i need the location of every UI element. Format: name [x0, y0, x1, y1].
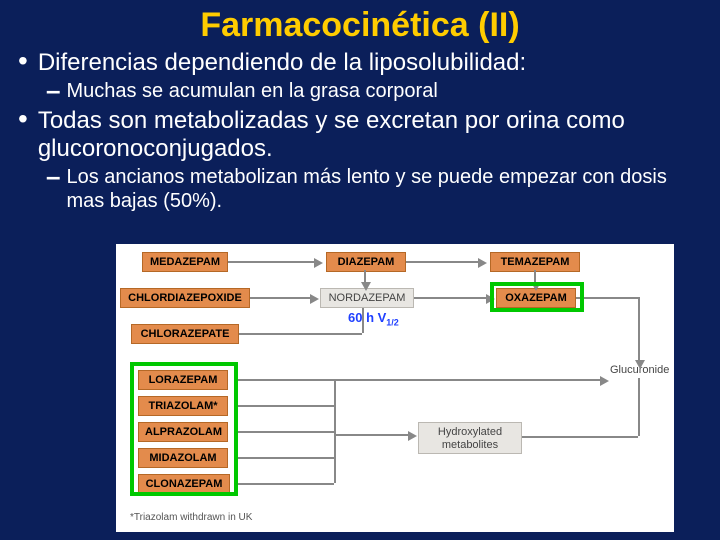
- node-metabolites: Hydroxylated metabolites: [418, 422, 522, 454]
- arrow-segment: [250, 297, 310, 299]
- arrow-segment: [534, 270, 536, 282]
- arrow-segment: [239, 333, 362, 335]
- node-diazepam: DIAZEPAM: [326, 252, 406, 272]
- arrow-segment: [522, 436, 638, 438]
- arrow-head-icon: [478, 258, 487, 268]
- arrow-segment: [234, 483, 334, 485]
- arrow-head-icon: [314, 258, 323, 268]
- arrow-head-icon: [310, 294, 319, 304]
- arrow-segment: [334, 434, 408, 436]
- dash-icon: –: [46, 79, 60, 101]
- diagram-footnote: *Triazolam withdrawn in UK: [130, 512, 252, 523]
- node-chlordiazepoxide: CHLORDIAZEPOXIDE: [120, 288, 250, 308]
- slide: Farmacocinética (II) • Diferencias depend…: [0, 0, 720, 540]
- arrow-segment: [234, 457, 334, 459]
- arrow-segment: [234, 405, 334, 407]
- sub-bullet-item: –Los ancianos metabolizan más lento y se…: [46, 165, 708, 213]
- bullet-list: • Diferencias dependiendo de la liposolub…: [0, 45, 720, 223]
- arrow-segment: [576, 297, 638, 299]
- highlight-rect-0: [490, 282, 584, 312]
- bullet-dot-icon: •: [18, 49, 28, 73]
- sub-bullet-text: Los ancianos metabolizan más lento y se …: [66, 165, 708, 213]
- arrow-segment: [234, 379, 600, 381]
- node-temazepam: TEMAZEPAM: [490, 252, 580, 272]
- node-chlorazepate: CHLORAZEPATE: [131, 324, 239, 344]
- node-nordazepam: NORDAZEPAM: [320, 288, 414, 308]
- arrow-segment: [234, 431, 334, 433]
- metabolism-diagram: MEDAZEPAM DIAZEPAM TEMAZEPAM CHLORDIAZEPOXI…: [116, 244, 674, 532]
- arrow-head-icon: [408, 431, 417, 441]
- arrow-segment: [364, 270, 366, 282]
- arrow-segment: [414, 297, 486, 299]
- sub-bullet-item: –Muchas se acumulan en la grasa corporal: [46, 79, 708, 103]
- bullet-item: • Diferencias dependiendo de la liposolub…: [12, 49, 708, 77]
- bullet-text: Diferencias dependiendo de la liposolubi…: [38, 49, 526, 77]
- arrow-head-icon: [361, 282, 371, 291]
- bullet-item: • Todas son metabolizadas y se excretan p…: [12, 107, 708, 163]
- arrow-segment: [406, 261, 478, 263]
- arrow-segment: [638, 378, 640, 436]
- node-medazepam: MEDAZEPAM: [142, 252, 228, 272]
- arrow-head-icon: [600, 376, 609, 386]
- halflife-label: 60 h V1/2: [346, 310, 401, 328]
- bullet-text: Todas son metabolizadas y se excretan po…: [38, 107, 708, 163]
- highlight-rect-1: [130, 362, 238, 496]
- arrow-segment: [638, 297, 640, 360]
- arrow-segment: [334, 379, 336, 483]
- arrow-head-icon: [635, 360, 645, 369]
- bullet-dot-icon: •: [18, 107, 28, 131]
- arrow-segment: [362, 308, 364, 333]
- dash-icon: –: [46, 165, 60, 187]
- arrow-segment: [228, 261, 314, 263]
- sub-bullet-text: Muchas se acumulan en la grasa corporal: [66, 79, 437, 103]
- slide-title: Farmacocinética (II): [0, 0, 720, 45]
